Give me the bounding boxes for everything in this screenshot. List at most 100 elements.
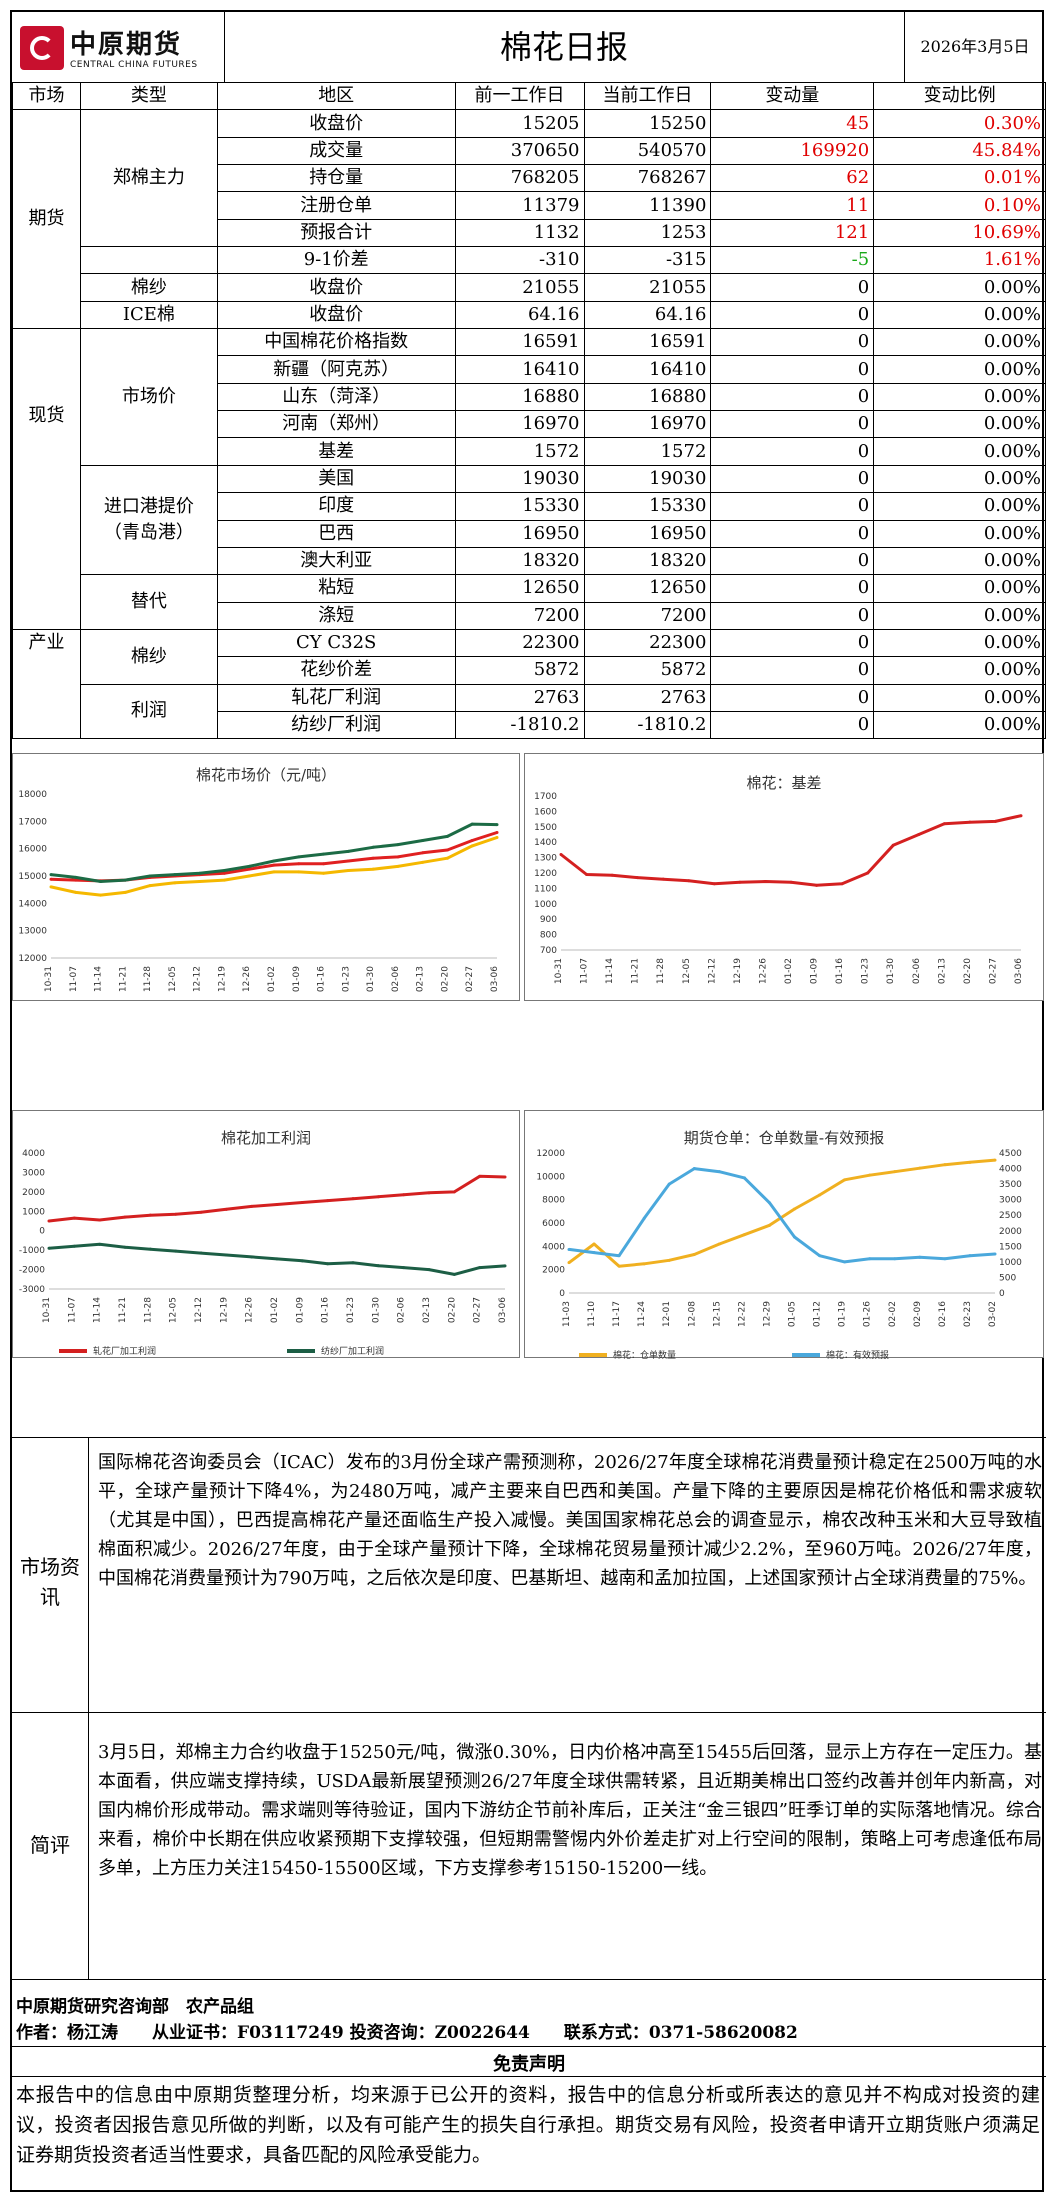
- prev-value-cell: 16410: [454, 355, 585, 384]
- data-point: [297, 862, 301, 866]
- x-tick-label: 11-21: [118, 966, 128, 992]
- x-tick-label: 11-07: [69, 966, 79, 992]
- data-point: [300, 1201, 304, 1205]
- data-point: [198, 879, 202, 883]
- pct-cell: 0.00%: [873, 546, 1046, 576]
- pct-cell: 0.00%: [873, 574, 1046, 603]
- change-cell: 0: [710, 464, 875, 494]
- x-tick-label: 01-19: [838, 1301, 848, 1327]
- region-cell: 印度: [216, 492, 456, 521]
- data-point: [123, 878, 127, 882]
- pct-cell: 0.00%: [873, 273, 1046, 302]
- pct-cell: 0.00%: [873, 437, 1046, 466]
- type-cell: 郑棉主力: [79, 109, 218, 248]
- data-point: [272, 863, 276, 867]
- price-table: 市场 类型 地区 前一工作日 当前工作日 变动量 变动比例 期货 郑棉主力 收盘价 1…: [12, 81, 1046, 740]
- data-point: [793, 1235, 797, 1239]
- data-point: [503, 1175, 507, 1179]
- chart-title: 期货仓单：仓单数量-有效预报: [683, 1129, 885, 1147]
- data-point: [767, 1201, 771, 1205]
- data-point: [1019, 814, 1023, 818]
- x-tick-label: 01-02: [270, 1297, 280, 1323]
- x-tick-label: 02-06: [391, 966, 401, 992]
- data-point: [918, 1255, 922, 1259]
- curr-value-cell: 5872: [583, 656, 712, 685]
- change-cell: 45: [710, 109, 875, 138]
- x-tick-label: 12-26: [758, 958, 768, 984]
- data-point: [123, 1245, 127, 1249]
- data-point: [793, 1207, 797, 1211]
- y-tick-label: 1000: [534, 900, 557, 910]
- change-cell: 0: [710, 546, 875, 576]
- legend-label: 棉花：有效预报: [826, 1349, 889, 1359]
- pct-cell: 0.00%: [873, 656, 1046, 685]
- logo-icon: [20, 26, 64, 70]
- x-tick-label: 03-02: [988, 1301, 998, 1327]
- data-point: [247, 874, 251, 878]
- pct-cell: 0.00%: [873, 492, 1046, 521]
- data-point: [993, 819, 997, 823]
- data-point: [74, 875, 78, 879]
- region-cell: 巴西: [216, 519, 456, 548]
- x-tick-label: 12-26: [242, 966, 252, 992]
- series-line: [560, 814, 1022, 887]
- curr-value-cell: 540570: [583, 136, 712, 166]
- data-point: [396, 855, 400, 859]
- data-point: [692, 1167, 696, 1171]
- data-point: [893, 1170, 897, 1174]
- data-point: [148, 874, 152, 878]
- data-point: [222, 869, 226, 873]
- pct-cell: 0.00%: [873, 601, 1046, 630]
- change-cell: 0: [710, 300, 875, 330]
- pct-cell: 0.00%: [873, 410, 1046, 439]
- data-point: [351, 1261, 355, 1265]
- region-cell: 新疆（阿克苏）: [216, 355, 456, 384]
- curr-value-cell: 64.16: [583, 300, 712, 330]
- table-row: 基差 1572 1572 0 0.00%: [13, 437, 1046, 466]
- change-cell: 0: [710, 382, 875, 412]
- curr-value-cell: 16591: [583, 328, 712, 357]
- logo-cn-text: 中原期货: [70, 30, 183, 60]
- change-cell: 0: [710, 355, 875, 384]
- change-cell: 0: [710, 519, 875, 548]
- x-tick-label: 03-06: [1014, 958, 1024, 984]
- data-point: [222, 878, 226, 882]
- data-point: [148, 1213, 152, 1217]
- data-point: [843, 1178, 847, 1182]
- series-line: [568, 1158, 996, 1268]
- y-tick-label: 1100: [534, 884, 557, 894]
- region-cell: 收盘价: [216, 300, 456, 330]
- data-point: [840, 882, 844, 886]
- y2-tick-label: 1000: [999, 1258, 1022, 1268]
- x-tick-label: 12-12: [707, 958, 717, 984]
- y-tick-label: 800: [540, 931, 557, 941]
- y-tick-label: 18000: [18, 790, 47, 800]
- data-point: [224, 1253, 228, 1257]
- series-line: [568, 1167, 996, 1264]
- logo-en-text: CENTRAL CHINA FUTURES: [70, 60, 198, 70]
- data-point: [993, 1158, 997, 1162]
- y-tick-label: 1200: [534, 869, 557, 879]
- header-change: 变动量: [710, 81, 875, 111]
- data-point: [445, 848, 449, 852]
- change-cell: 0: [710, 410, 875, 439]
- y2-tick-label: 2500: [999, 1211, 1022, 1221]
- y-tick-label: 12000: [536, 1149, 565, 1159]
- curr-value-cell: 7200: [583, 601, 712, 630]
- type-cell: 替代: [79, 574, 218, 630]
- data-point: [49, 873, 53, 877]
- x-tick-label: 12-29: [762, 1301, 772, 1327]
- y-tick-label: 0: [39, 1227, 45, 1237]
- x-tick-label: 01-02: [784, 958, 794, 984]
- y-tick-label: 1700: [534, 792, 557, 802]
- region-cell: 涤短: [216, 601, 456, 630]
- data-point: [917, 833, 921, 836]
- x-tick-label: 12-19: [733, 958, 743, 984]
- region-cell: 注册仓单: [216, 191, 456, 220]
- data-point: [818, 1193, 822, 1197]
- data-point: [592, 1242, 596, 1246]
- x-tick-label: 12-05: [682, 958, 692, 984]
- data-point: [943, 1163, 947, 1167]
- pct-cell: 0.01%: [873, 164, 1046, 193]
- data-point: [567, 1261, 571, 1265]
